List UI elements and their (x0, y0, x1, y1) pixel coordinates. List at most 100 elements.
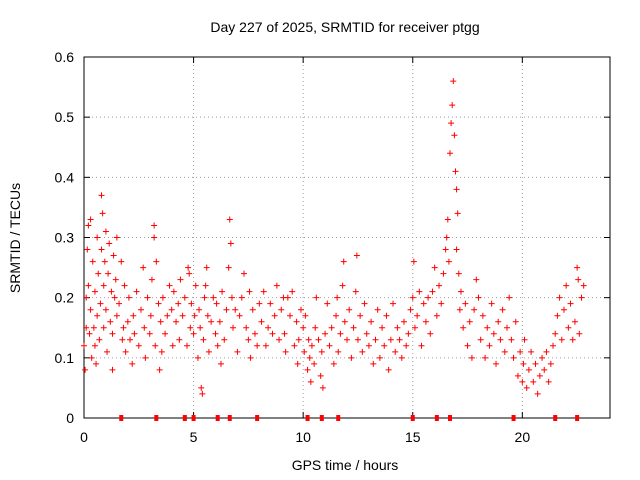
data-point (337, 330, 344, 337)
data-point (453, 246, 460, 253)
data-point (83, 324, 90, 331)
data-point (460, 324, 467, 331)
data-point (580, 282, 587, 289)
data-point (318, 348, 325, 355)
data-point (567, 300, 574, 307)
data-point (297, 306, 304, 313)
data-point (552, 330, 559, 337)
data-point (539, 354, 546, 361)
data-point (228, 294, 235, 301)
data-point (433, 312, 440, 319)
data-point (208, 318, 215, 325)
data-point (131, 330, 138, 337)
y-tick-label: 0.1 (55, 350, 75, 366)
data-point (202, 282, 209, 289)
data-point (530, 378, 537, 385)
data-point (271, 312, 278, 319)
data-point (110, 252, 117, 259)
data-point (448, 120, 455, 127)
baseline-marker (305, 415, 310, 421)
data-point (306, 354, 313, 361)
data-point (221, 336, 228, 343)
data-point (543, 348, 550, 355)
data-point (119, 336, 126, 343)
data-point (249, 306, 256, 313)
data-point (409, 294, 416, 301)
data-point (501, 348, 508, 355)
data-point (140, 264, 147, 271)
data-point (176, 336, 183, 343)
data-point (394, 324, 401, 331)
data-point (495, 318, 502, 325)
data-point (410, 258, 417, 265)
data-point (427, 330, 434, 337)
data-point (490, 330, 497, 337)
data-point (497, 336, 504, 343)
data-point (98, 192, 105, 199)
data-point (352, 288, 359, 295)
data-point (102, 306, 109, 313)
data-point (246, 288, 253, 295)
data-point (450, 78, 457, 85)
data-point (556, 294, 563, 301)
axis-ticks: 0 0.1 0.2 0.3 0.4 0.5 0.6 0 5 10 15 20 (55, 49, 610, 445)
data-point (170, 288, 177, 295)
data-point (256, 300, 263, 307)
data-point (295, 336, 302, 343)
data-point (121, 282, 128, 289)
x-tick-label: 15 (405, 429, 421, 445)
data-point (335, 348, 342, 355)
data-point (328, 324, 335, 331)
data-point (156, 366, 163, 373)
data-point (278, 306, 285, 313)
data-point (289, 288, 296, 295)
data-point (90, 324, 97, 331)
data-point (190, 330, 197, 337)
data-point (398, 354, 405, 361)
data-point (240, 270, 247, 277)
data-point (101, 258, 108, 265)
data-point (425, 294, 432, 301)
data-point (326, 342, 333, 349)
data-point (166, 282, 173, 289)
x-tick-label: 0 (80, 429, 88, 445)
data-point (368, 318, 375, 325)
data-point (574, 264, 581, 271)
data-point (422, 318, 429, 325)
data-point (187, 324, 194, 331)
data-point (560, 306, 567, 313)
data-point (93, 360, 100, 367)
data-point (236, 312, 243, 319)
data-point (153, 258, 160, 265)
data-point (282, 348, 289, 355)
data-point (82, 366, 89, 373)
data-point (499, 306, 506, 313)
data-point (569, 336, 576, 343)
data-point (162, 330, 169, 337)
data-point (95, 270, 102, 277)
data-point (144, 294, 151, 301)
data-point (225, 264, 232, 271)
data-point (99, 210, 106, 217)
data-point (175, 300, 182, 307)
data-point (520, 360, 527, 367)
data-point (129, 360, 136, 367)
data-point (219, 288, 226, 295)
data-point (346, 306, 353, 313)
data-point (451, 132, 458, 139)
data-point (387, 336, 394, 343)
data-point (302, 312, 309, 319)
data-point (486, 342, 493, 349)
data-point (541, 366, 548, 373)
data-point (550, 342, 557, 349)
data-point (353, 252, 360, 259)
data-point (304, 366, 311, 373)
data-point (113, 234, 120, 241)
data-point (108, 288, 115, 295)
data-point (330, 360, 337, 367)
data-point (104, 348, 111, 355)
data-point (200, 336, 207, 343)
data-point (151, 234, 158, 241)
data-point (254, 342, 261, 349)
